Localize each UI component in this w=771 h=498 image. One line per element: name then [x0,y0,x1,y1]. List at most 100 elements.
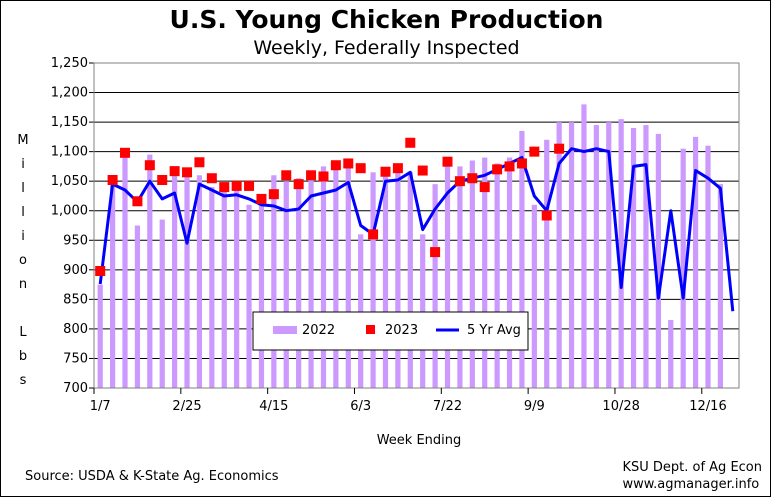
credit-line-1: KSU Dept. of Ag Econ [622,460,762,475]
marker-2023 [330,160,341,171]
bar-2022 [606,122,612,388]
x-tick-label: 7/22 [433,399,462,414]
marker-2023 [157,175,168,185]
legend-label-2022: 2022 [302,323,335,338]
legend-label-avg: 5 Yr Avg [467,323,521,338]
marker-2023 [256,193,267,204]
bar-2022 [209,187,215,388]
bar-2022 [110,184,116,388]
marker-2023 [244,180,255,191]
bar-2022 [97,284,103,388]
bar-2022 [717,184,723,388]
x-tick-label: 1/7 [90,399,111,414]
marker-2023 [554,143,565,154]
y-tick-label: 1,050 [51,174,88,189]
marker-2023 [504,161,515,172]
marker-2023 [219,182,230,193]
bar-2022 [556,122,562,388]
bar-2022 [544,139,550,388]
bar-2022 [469,160,475,388]
y-tick-label: 900 [63,263,88,278]
x-tick-label: 6/3 [350,399,371,414]
bar-2022 [134,225,141,388]
legend-swatch-2023 [366,325,375,334]
bar-2022 [494,163,500,388]
bar-2022 [432,184,438,388]
bar-2022 [643,125,649,388]
marker-2023 [120,147,131,158]
y-tick-label: 1,100 [51,145,88,160]
bar-2022 [358,234,364,388]
x-tick-label: 9/9 [524,399,545,414]
bar-2022 [705,145,711,388]
marker-2023 [454,176,465,187]
legend-label-2023: 2023 [385,323,418,338]
marker-2023 [281,170,292,181]
marker-2023 [529,146,540,157]
marker-2023 [392,163,403,174]
bar-2022 [172,172,178,388]
marker-2023 [380,166,391,177]
bar-2022 [320,166,327,388]
bar-2022 [482,157,488,388]
bar-2022 [407,172,413,388]
marker-2023 [318,171,329,182]
marker-2023 [182,167,193,178]
bars-2022 [97,104,723,389]
bar-2022 [655,133,661,388]
x-tick-label: 12/16 [689,399,726,414]
marker-2023 [132,196,143,207]
bar-2022 [581,104,587,388]
bar-2022 [420,234,426,388]
markers-2023 [95,137,565,276]
bar-2022 [457,166,463,388]
axes: 700 750 800 850 900 950 1,000 1,050 1,100 1,150 1,… [51,56,740,414]
y-tick-label: 1,000 [51,204,88,219]
y-tick-label: 800 [63,322,88,337]
bar-2022 [147,154,153,388]
marker-2023 [492,164,503,175]
legend: 2022 2023 5 Yr Avg [252,311,529,351]
marker-2023 [467,173,478,184]
bar-2022 [680,148,686,388]
bar-2022 [283,181,289,388]
bar-2022 [196,175,203,388]
bar-2022 [345,166,351,388]
y-tick-label: 950 [63,233,88,248]
x-tick-label: 4/15 [259,399,288,414]
bar-2022 [184,169,190,388]
marker-2023 [231,180,242,191]
bar-2022 [630,128,637,388]
marker-2023 [479,182,490,193]
marker-2023 [206,173,217,184]
bar-2022 [370,172,376,388]
bar-2022 [395,169,401,388]
chart-subtitle: Weekly, Federally Inspected [253,37,520,59]
x-tick-label: 2/25 [172,399,201,414]
marker-2023 [169,166,180,177]
bar-2022 [593,125,599,388]
legend-swatch-2022 [273,326,297,334]
marker-2023 [368,229,379,240]
source-note: Source: USDA & K-State Ag. Economics [25,469,279,484]
marker-2023 [268,189,279,200]
plot-border [93,62,740,389]
bar-2022 [258,195,265,388]
marker-2023 [343,158,354,169]
bar-2022 [444,160,451,388]
y-tick-label: 1,250 [51,56,88,71]
marker-2023 [430,247,441,258]
bar-2022 [296,178,302,388]
bar-2022 [246,204,252,388]
marker-2023 [144,160,155,171]
y-tick-label: 850 [63,292,88,307]
y-axis-label: M i l l i o n L b s [17,133,29,388]
bar-2022 [308,178,314,388]
marker-2023 [442,156,453,167]
bar-2022 [221,184,227,388]
avg-line-group [98,147,735,312]
y-tick-label: 700 [63,381,88,396]
marker-2023 [293,179,304,190]
